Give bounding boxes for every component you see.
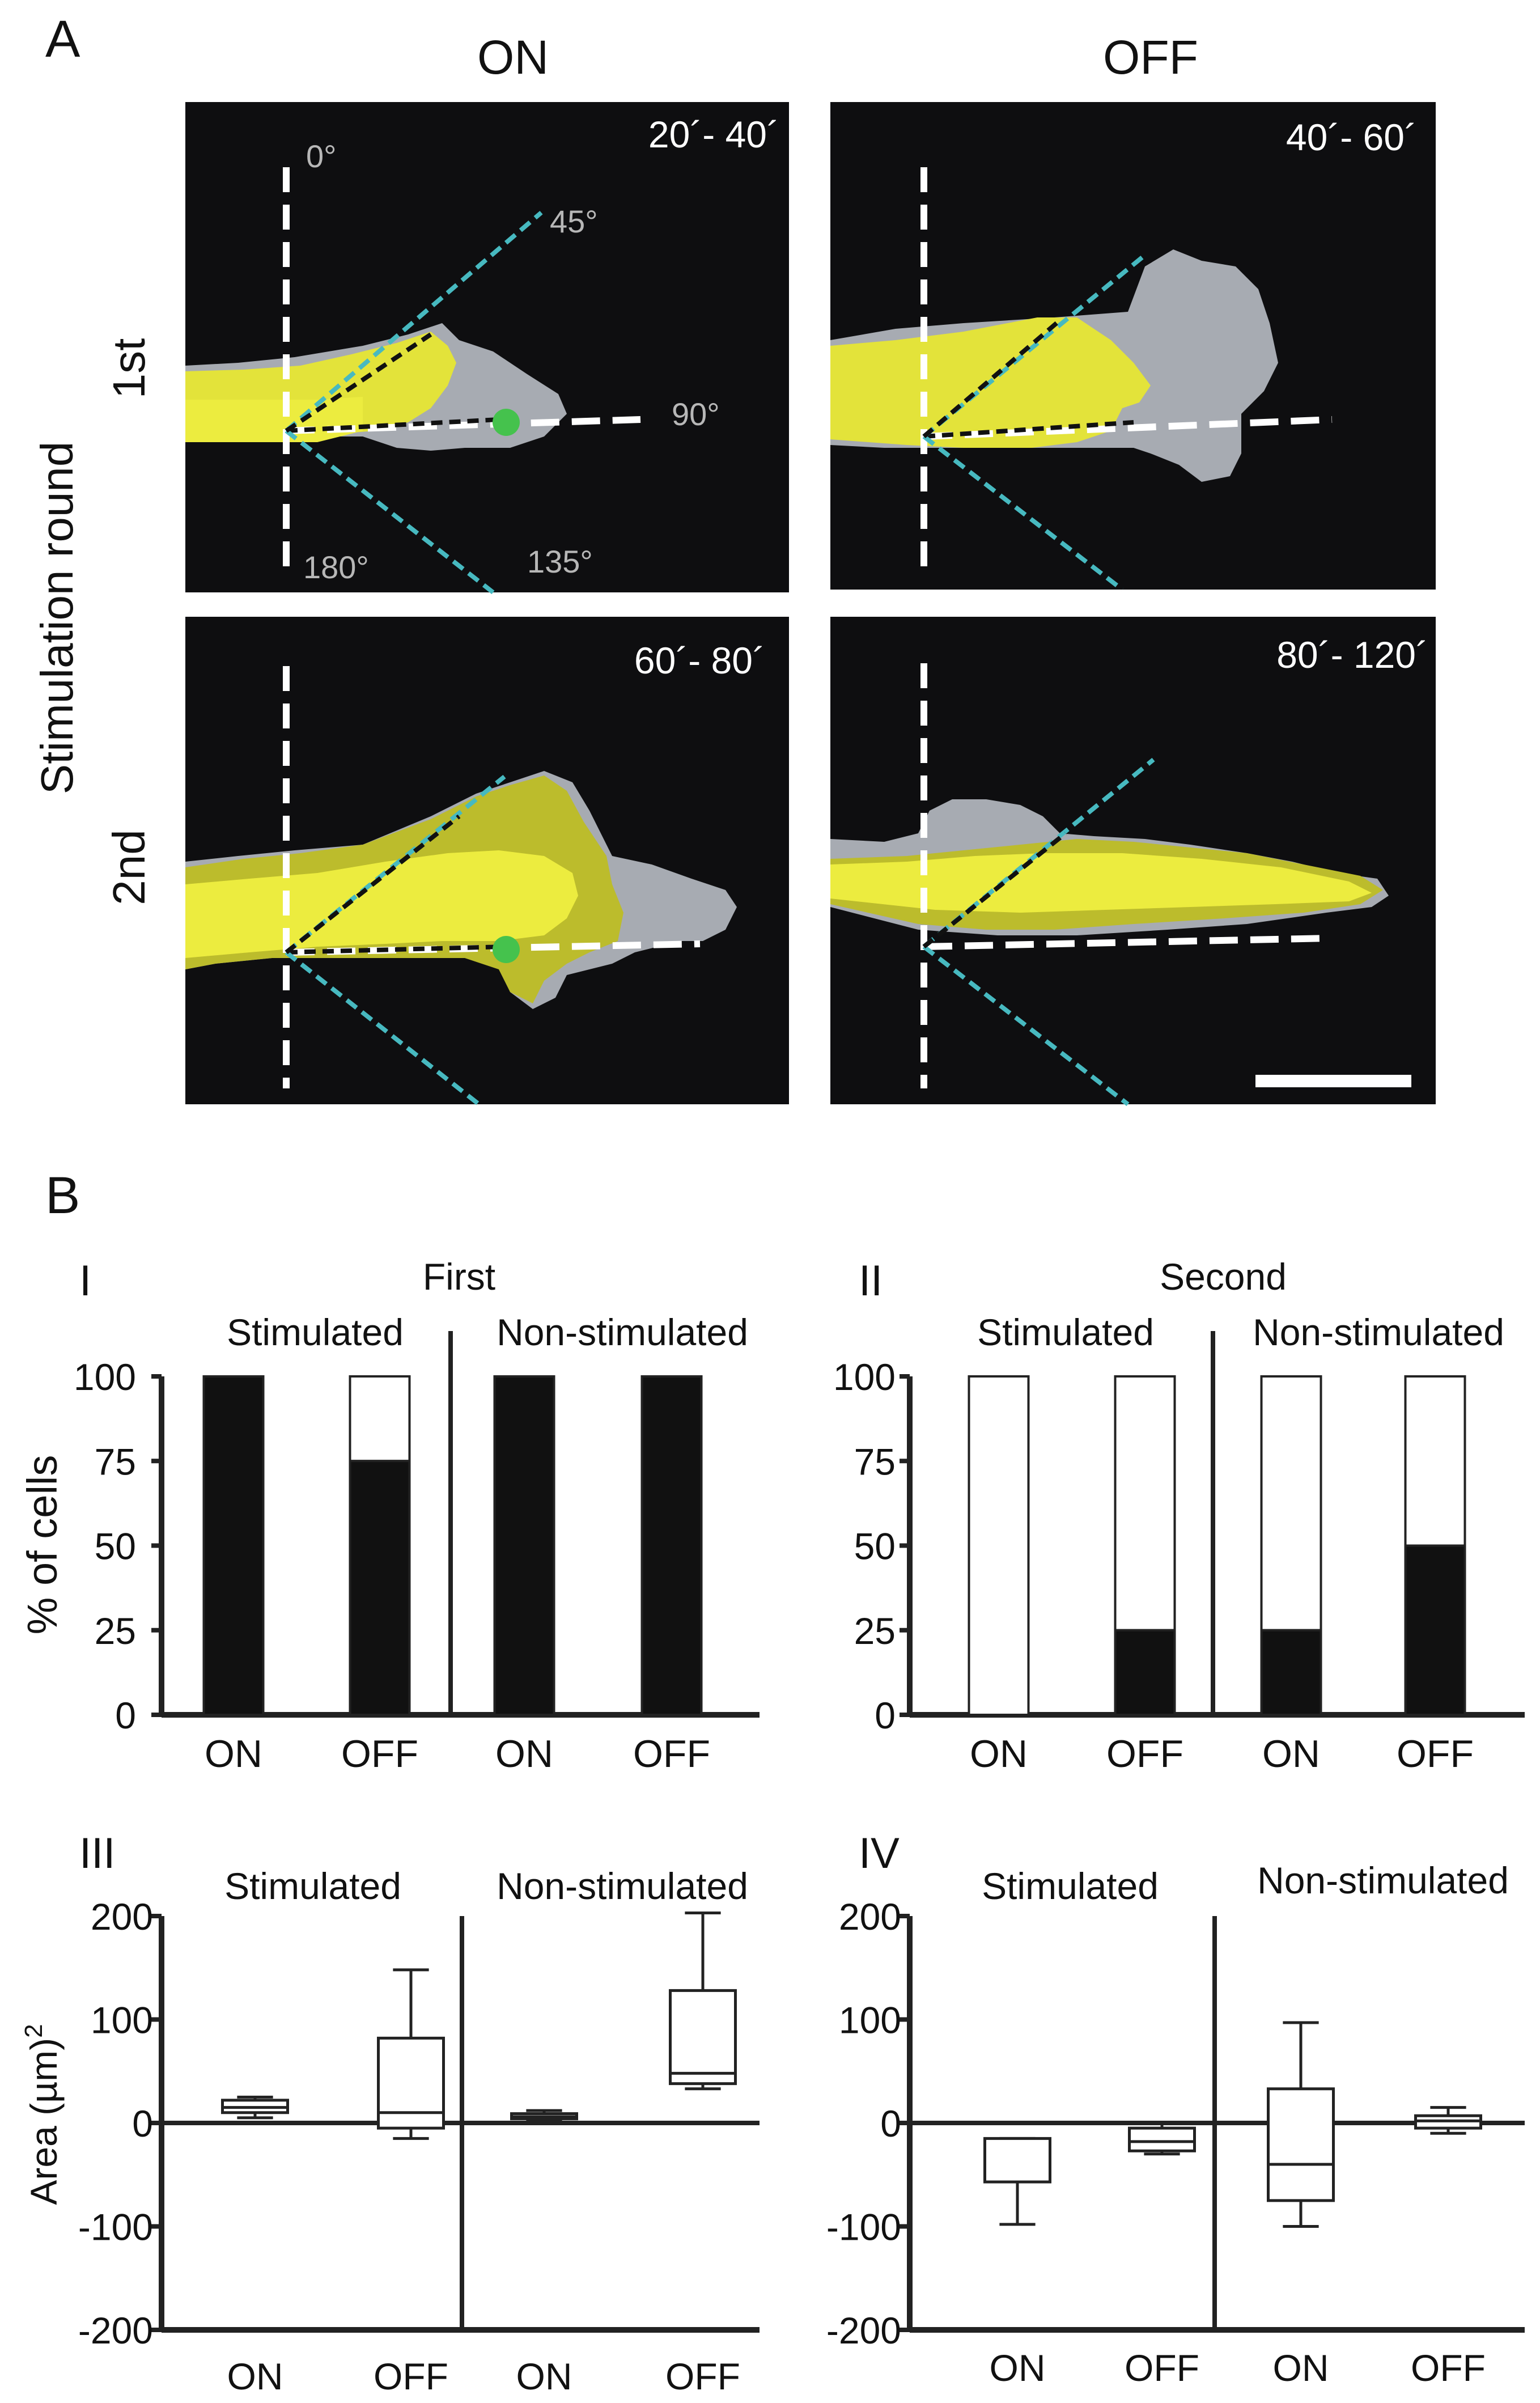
chart-ii-ytick-label: 25 (854, 1610, 896, 1652)
chart-ii: II Second Stimulated Non-stimulated 100 7… (833, 1256, 1525, 1775)
angle-135: 135° (527, 544, 593, 579)
chart-ii-bar-white (968, 1375, 1030, 1716)
chart-iii-ytick-label: 200 (91, 1896, 153, 1938)
chart-iii-ytick-label: 0 (132, 2103, 153, 2145)
chart-iv-group-stimulated: Stimulated (982, 1865, 1159, 1907)
chart-iv-group-nonstimulated: Non-stimulated (1257, 1859, 1509, 1901)
chart-i-group-stimulated: Stimulated (227, 1311, 404, 1353)
panel-b-label: B (45, 1167, 80, 1224)
angle-180: 180° (303, 549, 369, 585)
chart-ii-ytick-label: 50 (854, 1525, 896, 1567)
chart-iv-category-label: OFF (1411, 2347, 1486, 2389)
chart-iv-ytick-label: -100 (826, 2206, 901, 2248)
time-label-1: 20´- 40´ (648, 113, 779, 155)
chart-i-panel-label: I (79, 1257, 91, 1305)
scale-bar (1255, 1075, 1411, 1087)
chart-ii-bar-black (1404, 1544, 1466, 1716)
chart-ii-category-label: OFF (1106, 1732, 1183, 1775)
chart-iv-box (1267, 2087, 1335, 2202)
chart-ii-group-nonstimulated: Non-stimulated (1253, 1311, 1504, 1353)
chart-iii-group-nonstimulated: Non-stimulated (497, 1865, 748, 1907)
chart-ii-panel-label: II (859, 1257, 883, 1305)
chart-iii-ytick-label: -200 (78, 2309, 153, 2351)
chart-ii-group-stimulated: Stimulated (977, 1311, 1154, 1353)
col-header-on: ON (477, 31, 549, 84)
chart-iii-category-label: ON (227, 2355, 283, 2397)
chart-i-ytick-label: 75 (95, 1440, 136, 1482)
chart-iv-box (983, 2137, 1051, 2184)
chart-i-ytick-label: 50 (95, 1525, 136, 1567)
chart-iii: III Stimulated Non-stimulated Area (µm)2… (20, 1829, 760, 2397)
chart-iii-box (377, 2036, 445, 2130)
chart-iii-category-label: OFF (374, 2355, 448, 2397)
time-label-2: 40´- 60´ (1286, 116, 1417, 158)
chart-ii-ytick-label: 75 (854, 1440, 896, 1482)
row-label-1st: 1st (104, 338, 154, 399)
chart-ii-category-label: ON (970, 1732, 1028, 1775)
chart-ii-title: Second (1160, 1256, 1287, 1298)
panel-a-label: A (45, 10, 80, 68)
chart-iii-group-stimulated: Stimulated (224, 1865, 401, 1907)
chart-i-bar-black (349, 1460, 411, 1716)
chart-i-title: First (423, 1256, 495, 1298)
chart-i-category-label: OFF (341, 1732, 418, 1775)
chart-i-category-label: OFF (633, 1732, 710, 1775)
chart-iii-category-label: ON (516, 2355, 572, 2397)
chart-iv-ytick-label: 100 (839, 1999, 901, 2041)
row-title: Stimulation round (32, 442, 82, 795)
chart-i-ytick-label: 25 (95, 1610, 136, 1652)
chart-iii-ylabel-sup: 2 (20, 2024, 48, 2037)
time-label-4: 80´- 120´ (1276, 634, 1428, 676)
chart-iii-category-label: OFF (665, 2355, 740, 2397)
chart-iii-ylabel-main: Area (µm) (23, 2038, 65, 2205)
row-label-2nd: 2nd (104, 829, 154, 905)
chart-ii-ytick-label: 0 (875, 1694, 896, 1736)
angle-0: 0° (306, 138, 337, 174)
chart-ii-bar-white (1404, 1375, 1466, 1547)
chart-iv-category-label: OFF (1125, 2347, 1199, 2389)
chart-i-bar-white (349, 1375, 411, 1463)
chart-ii-category-label: ON (1262, 1732, 1320, 1775)
image-off-2nd: 80´- 120´ (830, 617, 1436, 1107)
chart-iii-box (669, 1989, 737, 2086)
chart-ii-ytick-label: 100 (833, 1356, 896, 1398)
chart-ii-bar-white (1114, 1375, 1176, 1631)
chart-iv-ytick-label: -200 (826, 2309, 901, 2351)
chart-i-ytick-label: 100 (74, 1356, 136, 1398)
chart-i-category-label: ON (205, 1732, 262, 1775)
chart-i-group-nonstimulated: Non-stimulated (497, 1311, 748, 1353)
chart-iv-ytick-label: 0 (880, 2103, 901, 2145)
chart-iv: IV Stimulated Non-stimulated 200 100 0 -100… (826, 1829, 1525, 2389)
chart-ii-bar-black (1260, 1629, 1322, 1716)
chart-iii-ytick-label: -100 (78, 2206, 153, 2248)
chart-iv-category-label: ON (1273, 2347, 1329, 2389)
chart-iv-category-label: ON (990, 2347, 1046, 2389)
chart-iv-ytick-label: 200 (839, 1896, 901, 1938)
chart-i-ytick-label: 0 (115, 1694, 136, 1736)
image-off-1st: 40´- 60´ (830, 102, 1436, 592)
chart-iv-panel-label: IV (859, 1829, 900, 1878)
chart-iv-box (1128, 2126, 1196, 2152)
col-header-off: OFF (1103, 31, 1198, 84)
chart-ii-bar-white (1260, 1375, 1322, 1631)
chart-ii-category-label: OFF (1397, 1732, 1474, 1775)
chart-i-category-label: ON (495, 1732, 553, 1775)
image-on-2nd: 60´- 80´ (185, 617, 789, 1107)
chart-i-bar-black (640, 1375, 703, 1716)
chart-i-ylabel: % of cells (19, 1455, 66, 1635)
time-label-3: 60´- 80´ (634, 639, 765, 681)
chart-iii-ylabel: Area (µm)2 (20, 2024, 65, 2205)
angle-90: 90° (672, 396, 720, 432)
chart-ii-bar-black (1114, 1629, 1176, 1716)
chart-iii-panel-label: III (79, 1829, 115, 1878)
chart-i: I First Stimulated Non-stimulated % of c… (19, 1256, 760, 1775)
chart-iii-ytick-label: 100 (91, 1999, 153, 2041)
chart-i-bar-black (493, 1375, 555, 1716)
image-on-1st: 20´- 40´ 0° 45° 90° 135° 180° (185, 102, 789, 595)
chart-i-bar-black (202, 1375, 265, 1716)
angle-45: 45° (550, 204, 598, 239)
